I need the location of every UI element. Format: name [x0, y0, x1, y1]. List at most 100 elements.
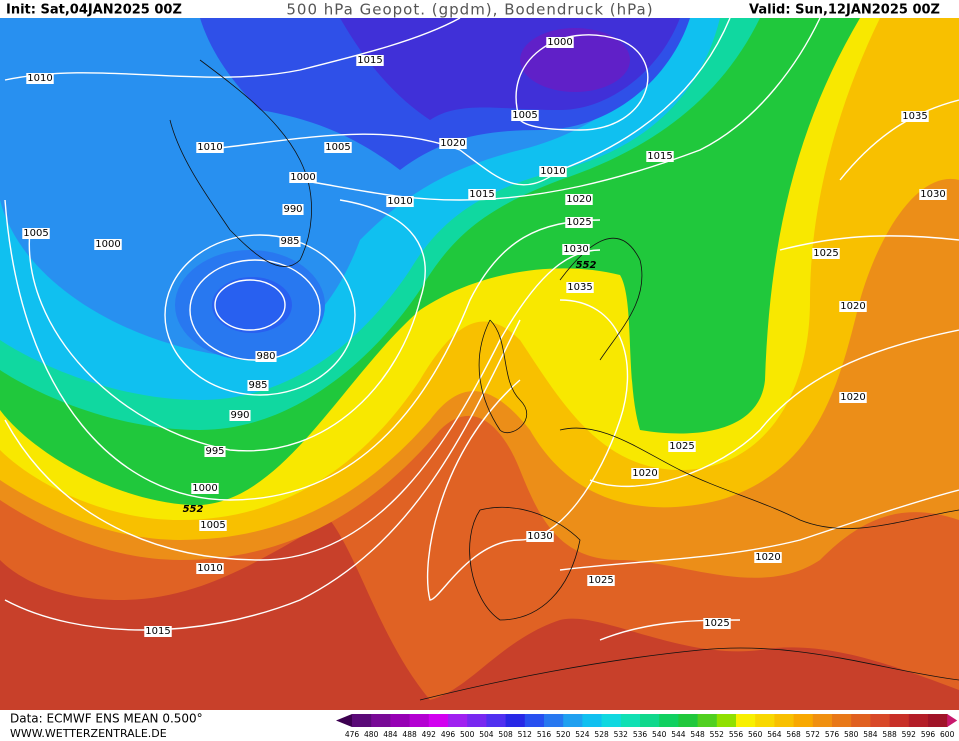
- scale-swatch: [505, 714, 526, 727]
- isobar-label-group: 1030: [526, 531, 554, 542]
- label-box: [356, 55, 384, 66]
- isobar-label-group: 1015: [356, 55, 384, 66]
- scale-swatch: [620, 714, 641, 727]
- label-box: [204, 446, 226, 457]
- scale-label: 544: [671, 730, 686, 739]
- isobar-label-group: 1005: [324, 142, 352, 153]
- isobar-label-group: 1020: [439, 138, 467, 149]
- scale-label: 556: [729, 730, 744, 739]
- label-box: [279, 236, 301, 247]
- map: 1010 1015 1000 1005 1020 1010 1005 1000 990 985 10…: [0, 17, 959, 710]
- isobar-label-group: 1005: [22, 228, 50, 239]
- scale-label: 492: [422, 730, 437, 739]
- scale-label: 476: [345, 730, 360, 739]
- isobar-label: 1020: [632, 468, 657, 479]
- isobar-label-group: 1015: [144, 626, 172, 637]
- coastline: [469, 506, 581, 621]
- isobar-label-group: 1010: [539, 166, 567, 177]
- isobar: [299, 17, 821, 201]
- label-box: [22, 228, 50, 239]
- scale-swatch: [467, 714, 487, 727]
- scale-label: 572: [806, 730, 821, 739]
- scale-swatch: [409, 714, 430, 727]
- scale-arrow-right: [947, 714, 958, 727]
- color-scale: 476 480 484 488 492 496 500 504 508 512 516 520 524 5…: [336, 714, 958, 739]
- isobar-label: 1025: [588, 575, 613, 586]
- label-box: [919, 189, 947, 200]
- isobar: [4, 319, 521, 631]
- isobar-label: 1025: [566, 217, 591, 228]
- label-box: [565, 217, 593, 228]
- isobar-label-group: 980: [255, 351, 277, 362]
- isobar-label: 1010: [387, 196, 412, 207]
- isobar-label-group: 1005: [199, 520, 227, 531]
- scale-swatch: [448, 714, 468, 727]
- label-box: [646, 151, 674, 162]
- isobar: [164, 234, 356, 396]
- scale-swatch: [812, 714, 833, 727]
- label-box: [255, 351, 277, 362]
- isobar-label-group: 1025: [668, 441, 696, 452]
- isobar: [4, 17, 461, 81]
- scale-swatch: [640, 714, 660, 727]
- data-source: Data: ECMWF ENS MEAN 0.500°: [10, 712, 203, 726]
- label-box: [386, 196, 414, 207]
- scale-swatch: [601, 714, 622, 727]
- isobar-label-group: 1000: [191, 483, 219, 494]
- scale-label: 584: [863, 730, 878, 739]
- isobar-label-group: 1010: [26, 73, 54, 84]
- scale-arrow-left: [336, 714, 352, 727]
- label-box: [324, 142, 352, 153]
- scale-label: 528: [594, 730, 609, 739]
- scale-swatch: [716, 714, 737, 727]
- label-box: [439, 138, 467, 149]
- label-box: [901, 111, 929, 122]
- isobars: [4, 17, 959, 641]
- label-box: [199, 520, 227, 531]
- scale-label: 516: [537, 730, 552, 739]
- isobar-label: 1030: [920, 189, 945, 200]
- label-box: [631, 468, 659, 479]
- coastline: [419, 647, 959, 701]
- scale-swatch: [390, 714, 411, 727]
- isobar-label: 1010: [27, 73, 52, 84]
- isobar-label: 1020: [840, 301, 865, 312]
- scale-swatch: [582, 714, 603, 727]
- isobar-label-group: 1035: [901, 111, 929, 122]
- scale-label: 520: [556, 730, 571, 739]
- isobar-label-group: 990: [282, 204, 304, 215]
- scale-label: 564: [767, 730, 782, 739]
- label-box: [562, 244, 590, 255]
- isobar-label-group: 1025: [703, 618, 731, 629]
- isobar-label-group: 1030: [919, 189, 947, 200]
- label-box: [229, 410, 251, 421]
- scale-label: 592: [902, 730, 917, 739]
- label-box: [546, 37, 574, 48]
- isobar-label: 1015: [145, 626, 170, 637]
- isobar-label: 990: [230, 410, 249, 421]
- label-box: [26, 73, 54, 84]
- isobar-label-group: 995: [204, 446, 226, 457]
- label-box: [196, 563, 224, 574]
- isobar-label: 980: [256, 351, 275, 362]
- map-title: 500 hPa Geopot. (gpdm), Bodendruck (hPa): [286, 1, 653, 19]
- scale-label: 524: [575, 730, 590, 739]
- scale-swatch: [371, 714, 391, 727]
- scale-swatch: [352, 714, 372, 727]
- isobar-label-group: 1020: [565, 194, 593, 205]
- scale-label: 580: [844, 730, 859, 739]
- label-box: [144, 626, 172, 637]
- label-box: [511, 110, 539, 121]
- label-box: [565, 194, 593, 205]
- label-box: [839, 301, 867, 312]
- valid-time: Valid: Sun,12JAN2025 00Z: [749, 3, 940, 18]
- isobar-label: 1000: [547, 37, 572, 48]
- isobar-label: 1030: [563, 244, 588, 255]
- scale-label: 484: [383, 730, 398, 739]
- isobar-label: 1025: [669, 441, 694, 452]
- isobar-label: 1010: [197, 563, 222, 574]
- scale-label: 600: [940, 730, 955, 739]
- label-box: [94, 239, 122, 250]
- scale-swatch: [524, 714, 545, 727]
